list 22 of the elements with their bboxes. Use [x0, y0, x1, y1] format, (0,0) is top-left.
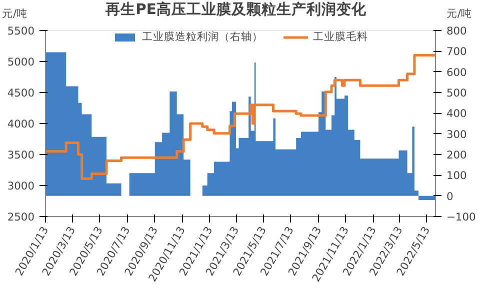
y-tick-label: 5000 [7, 56, 35, 68]
y2-tick-label: 400 [446, 107, 468, 120]
y-tick-label: 2500 [7, 210, 35, 224]
chart-title: 再生PE高压工业膜及颗粒生产利润变化 [106, 1, 366, 18]
legend-label: 工业膜造粒利润（右轴） [142, 30, 263, 44]
y2-tick-label: 0 [446, 190, 454, 203]
y2-tick-label: 300 [446, 128, 468, 141]
y2-tick-label: 100 [446, 169, 468, 182]
y2-tick-label: 700 [446, 45, 468, 58]
y-tick-label: 4000 [7, 118, 35, 130]
y-tick-label: 3500 [7, 148, 35, 162]
y2-tick-label: 800 [446, 24, 468, 38]
y-tick-label: 3000 [7, 180, 35, 192]
legend-label: 工业膜毛料 [313, 30, 368, 44]
y2-tick-label: 500 [446, 86, 468, 100]
y-tick-label: 4500 [7, 86, 35, 100]
y2-tick-label: −100 [446, 210, 476, 224]
y2-axis-title: 元/吨 [446, 6, 472, 22]
y2-tick-label: 600 [446, 66, 468, 79]
y-tick-label: 5500 [7, 24, 35, 38]
y2-tick-label: 200 [446, 148, 468, 162]
y-axis-title: 元/吨 [2, 6, 28, 22]
